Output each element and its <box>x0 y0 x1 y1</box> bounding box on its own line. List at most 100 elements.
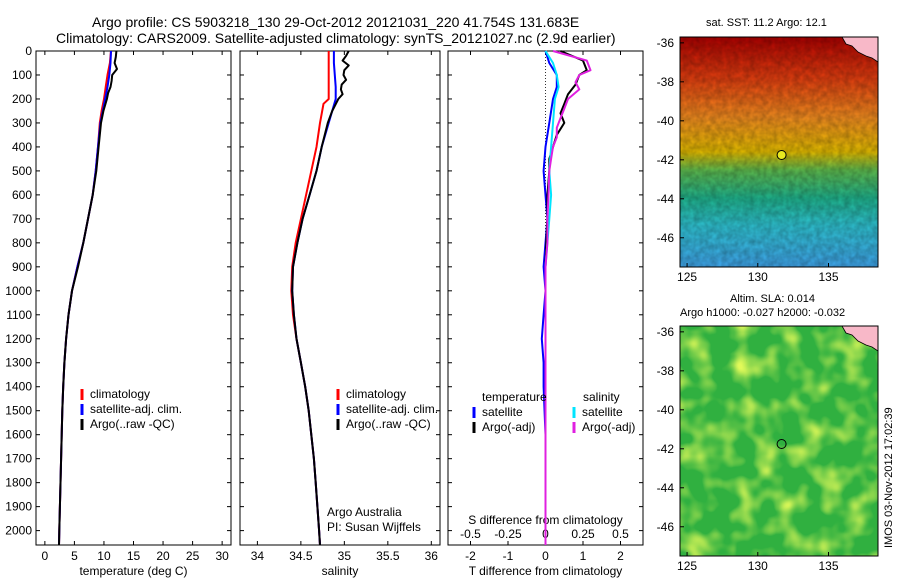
map-x-tick-label: 135 <box>818 270 838 284</box>
legend-label: satellite <box>482 405 523 419</box>
map-y-tick-label: -36 <box>657 325 675 339</box>
legend-label: satellite-adj. clim. <box>346 402 438 416</box>
legend-label: Argo(..raw -QC) <box>346 417 431 431</box>
depth-tick-label: 1000 <box>5 284 32 298</box>
series-line-2 <box>291 50 350 546</box>
top-tick-label: 0.25 <box>571 527 595 541</box>
panel-annotation: Argo Australia <box>327 505 402 519</box>
sst-argo-marker <box>776 150 787 161</box>
sla-map-title: Altim. SLA: 0.014 <box>730 293 815 305</box>
x-axis-label: salinity <box>322 564 359 578</box>
legend-label: satellite <box>582 405 623 419</box>
map-x-tick-label: 125 <box>677 559 697 573</box>
map-y-tick-label: -44 <box>657 481 675 495</box>
map-y-tick-label: -38 <box>657 75 675 89</box>
map-y-tick-label: -44 <box>657 192 675 206</box>
sla-argo-marker <box>776 439 787 450</box>
sst-map-title: sat. SST: 11.2 Argo: 12.1 <box>706 17 827 29</box>
depth-tick-label: 500 <box>12 164 32 178</box>
legend-title: salinity <box>583 390 620 404</box>
sst-map-panel: sat. SST: 11.2 Argo: 12.1 -36 -38 -40 -42 -4… <box>657 17 879 284</box>
depth-tick-label: 1900 <box>5 500 32 514</box>
depth-tick-label: 900 <box>12 260 32 274</box>
depth-tick-label: 600 <box>12 188 32 202</box>
x-tick-label: 5 <box>71 549 78 563</box>
map-x-tick-label: 130 <box>748 559 768 573</box>
depth-tick-label: 1800 <box>5 476 32 490</box>
panel-temperature: 0 100 200 300 400 500 600 700 800 900 1000 1100 1200… <box>5 44 232 578</box>
x-tick-label: 30 <box>215 549 229 563</box>
x-tick-label: -2 <box>465 549 476 563</box>
x-axis-label: temperature (deg C) <box>79 564 187 578</box>
map-y-tick-label: -46 <box>657 231 675 245</box>
map-y-tick-label: -42 <box>657 442 675 456</box>
panel-annotation: PI: Susan Wijffels <box>327 520 421 534</box>
legend-title: temperature <box>482 390 547 404</box>
depth-tick-label: 1500 <box>5 404 32 418</box>
depth-tick-label: 300 <box>12 116 32 130</box>
top-tick-label: -0.25 <box>494 527 522 541</box>
x-tick-label: 10 <box>97 549 111 563</box>
series-line-3 <box>544 50 592 545</box>
x-tick-label: 15 <box>127 549 141 563</box>
depth-tick-label: 1300 <box>5 356 32 370</box>
depth-tick-label: 0 <box>25 44 32 58</box>
map-y-tick-label: -46 <box>657 520 675 534</box>
header-line-1: Argo profile: CS 5903218_130 29-Oct-2012… <box>92 14 579 30</box>
depth-tick-label: 2000 <box>5 524 32 538</box>
sla-map-panel: Altim. SLA: 0.014 Argo h1000: -0.027 h20… <box>657 293 879 573</box>
map-y-tick-label: -36 <box>657 36 675 50</box>
map-x-tick-label: 130 <box>748 270 768 284</box>
header-line-2: Climatology: CARS2009. Satellite-adjuste… <box>56 30 616 46</box>
depth-tick-label: 1600 <box>5 428 32 442</box>
depth-tick-label: 800 <box>12 236 32 250</box>
x-tick-label: 34.5 <box>289 549 313 563</box>
side-label: IMOS 03-Nov-2012 17:02:39 <box>883 407 895 548</box>
legend-label: Argo(-adj) <box>582 420 635 434</box>
depth-tick-label: 1700 <box>5 452 32 466</box>
sst-coastline <box>841 37 878 63</box>
sla-map-subtitle: Argo h1000: -0.027 h2000: -0.032 <box>680 307 845 319</box>
top-tick-label: 0.5 <box>612 527 629 541</box>
x-tick-label: 0 <box>542 549 549 563</box>
series-line-2 <box>58 50 118 546</box>
x-tick-label: 34 <box>251 549 265 563</box>
profile-panels: 0100200300400500600700800900100011001200… <box>5 44 644 578</box>
top-tick-label: -0.5 <box>460 527 481 541</box>
depth-tick-label: 200 <box>12 92 32 106</box>
x-tick-label: -1 <box>503 549 514 563</box>
map-x-tick-label: 135 <box>818 559 838 573</box>
map-y-tick-label: -38 <box>657 364 675 378</box>
legend-label: Argo(..raw -QC) <box>90 417 175 431</box>
x-tick-label: 20 <box>156 549 170 563</box>
depth-tick-label: 1400 <box>5 380 32 394</box>
x-tick-label: 35 <box>338 549 352 563</box>
panel-salinity: 34 34.5 35 35.5 36 salinity climatologysatelli… <box>239 50 441 578</box>
depth-tick-label: 1200 <box>5 332 32 346</box>
x-axis-label: T difference from climatology <box>469 564 623 578</box>
map-y-tick-label: -40 <box>657 403 675 417</box>
legend-label: climatology <box>346 387 406 401</box>
depth-tick-label: 400 <box>12 140 32 154</box>
legend-label: satellite-adj. clim. <box>90 402 182 416</box>
x-tick-label: 1 <box>580 549 587 563</box>
sla-texture <box>680 326 878 556</box>
x-tick-label: 35.5 <box>376 549 400 563</box>
map-x-tick-label: 125 <box>677 270 697 284</box>
x-tick-label: 36 <box>425 549 439 563</box>
legend-label: Argo(-adj) <box>482 420 535 434</box>
depth-tick-label: 700 <box>12 212 32 226</box>
map-y-tick-label: -42 <box>657 153 675 167</box>
plot-frame <box>239 50 441 546</box>
plot-frame <box>35 50 232 546</box>
depth-tick-label: 100 <box>12 68 32 82</box>
depth-tick-label: 1100 <box>6 308 32 322</box>
x-tick-label: 2 <box>617 549 624 563</box>
map-y-tick-label: -40 <box>657 114 675 128</box>
x-tick-label: 25 <box>186 549 200 563</box>
sla-coastline <box>841 326 878 352</box>
legend-label: climatology <box>90 387 150 401</box>
